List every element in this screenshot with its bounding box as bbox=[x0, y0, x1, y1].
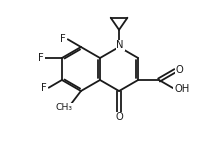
Text: F: F bbox=[41, 83, 47, 93]
Text: O: O bbox=[176, 65, 184, 75]
Text: OH: OH bbox=[174, 84, 189, 94]
Text: N: N bbox=[116, 41, 124, 50]
Text: F: F bbox=[60, 34, 66, 44]
Text: CH₃: CH₃ bbox=[55, 103, 72, 112]
Text: O: O bbox=[115, 112, 123, 122]
Text: F: F bbox=[38, 53, 44, 63]
